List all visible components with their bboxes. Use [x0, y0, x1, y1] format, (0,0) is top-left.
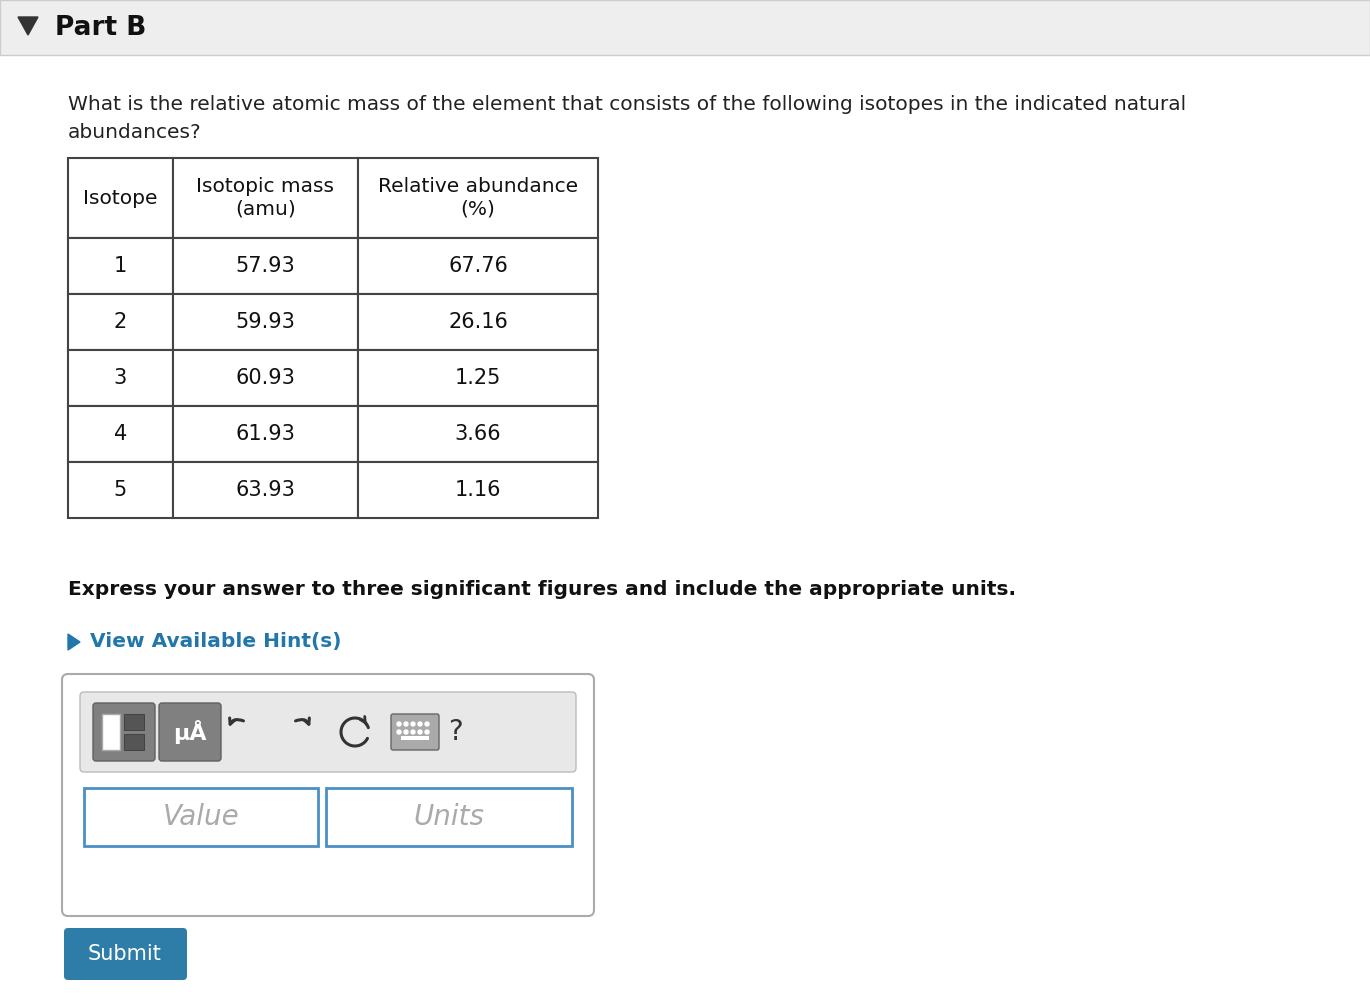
FancyBboxPatch shape — [326, 788, 573, 846]
Text: 1: 1 — [114, 256, 127, 276]
Text: 2: 2 — [114, 312, 127, 332]
FancyBboxPatch shape — [68, 462, 173, 518]
FancyBboxPatch shape — [358, 238, 597, 294]
FancyBboxPatch shape — [68, 406, 173, 462]
Text: 57.93: 57.93 — [236, 256, 296, 276]
Circle shape — [418, 730, 422, 734]
FancyBboxPatch shape — [125, 714, 144, 730]
FancyBboxPatch shape — [68, 294, 173, 350]
Text: 67.76: 67.76 — [448, 256, 508, 276]
Text: Isotopic mass
(amu): Isotopic mass (amu) — [196, 178, 334, 219]
FancyBboxPatch shape — [173, 158, 358, 238]
FancyBboxPatch shape — [125, 734, 144, 750]
Text: Units: Units — [414, 803, 485, 831]
FancyBboxPatch shape — [62, 674, 595, 916]
FancyBboxPatch shape — [358, 350, 597, 406]
Text: Submit: Submit — [88, 944, 162, 964]
Text: 61.93: 61.93 — [236, 424, 296, 444]
Text: 3: 3 — [114, 368, 127, 388]
FancyBboxPatch shape — [68, 158, 173, 238]
Circle shape — [404, 722, 408, 726]
Text: What is the relative atomic mass of the element that consists of the following i: What is the relative atomic mass of the … — [68, 95, 1186, 114]
FancyBboxPatch shape — [358, 158, 597, 238]
Text: 59.93: 59.93 — [236, 312, 296, 332]
Circle shape — [418, 722, 422, 726]
FancyBboxPatch shape — [68, 238, 173, 294]
Text: 26.16: 26.16 — [448, 312, 508, 332]
Text: 60.93: 60.93 — [236, 368, 296, 388]
Text: 4: 4 — [114, 424, 127, 444]
FancyBboxPatch shape — [390, 714, 438, 750]
Circle shape — [404, 730, 408, 734]
FancyBboxPatch shape — [173, 238, 358, 294]
Circle shape — [425, 722, 429, 726]
Text: ?: ? — [448, 718, 462, 746]
Text: Relative abundance
(%): Relative abundance (%) — [378, 178, 578, 219]
Circle shape — [397, 730, 401, 734]
FancyBboxPatch shape — [358, 406, 597, 462]
FancyBboxPatch shape — [64, 928, 186, 980]
FancyBboxPatch shape — [159, 703, 221, 761]
FancyBboxPatch shape — [173, 406, 358, 462]
FancyBboxPatch shape — [68, 350, 173, 406]
Circle shape — [411, 722, 415, 726]
FancyBboxPatch shape — [173, 294, 358, 350]
FancyBboxPatch shape — [173, 462, 358, 518]
Text: 3.66: 3.66 — [455, 424, 501, 444]
FancyBboxPatch shape — [93, 703, 155, 761]
FancyBboxPatch shape — [101, 714, 121, 750]
Text: Part B: Part B — [55, 15, 147, 41]
Text: abundances?: abundances? — [68, 123, 201, 142]
Circle shape — [411, 730, 415, 734]
Polygon shape — [18, 17, 38, 35]
Text: 1.25: 1.25 — [455, 368, 501, 388]
Circle shape — [425, 730, 429, 734]
Circle shape — [397, 722, 401, 726]
Text: 5: 5 — [114, 480, 127, 500]
Text: 1.16: 1.16 — [455, 480, 501, 500]
FancyBboxPatch shape — [84, 788, 318, 846]
Text: Value: Value — [163, 803, 240, 831]
Polygon shape — [68, 634, 79, 650]
Text: Isotope: Isotope — [84, 188, 158, 208]
Text: View Available Hint(s): View Available Hint(s) — [90, 633, 341, 652]
FancyBboxPatch shape — [79, 692, 575, 772]
FancyBboxPatch shape — [358, 294, 597, 350]
Text: μÅ: μÅ — [173, 720, 207, 744]
FancyBboxPatch shape — [401, 736, 429, 740]
FancyBboxPatch shape — [358, 462, 597, 518]
FancyBboxPatch shape — [0, 0, 1370, 55]
FancyBboxPatch shape — [173, 350, 358, 406]
Text: Express your answer to three significant figures and include the appropriate uni: Express your answer to three significant… — [68, 580, 1017, 599]
Text: 63.93: 63.93 — [236, 480, 296, 500]
